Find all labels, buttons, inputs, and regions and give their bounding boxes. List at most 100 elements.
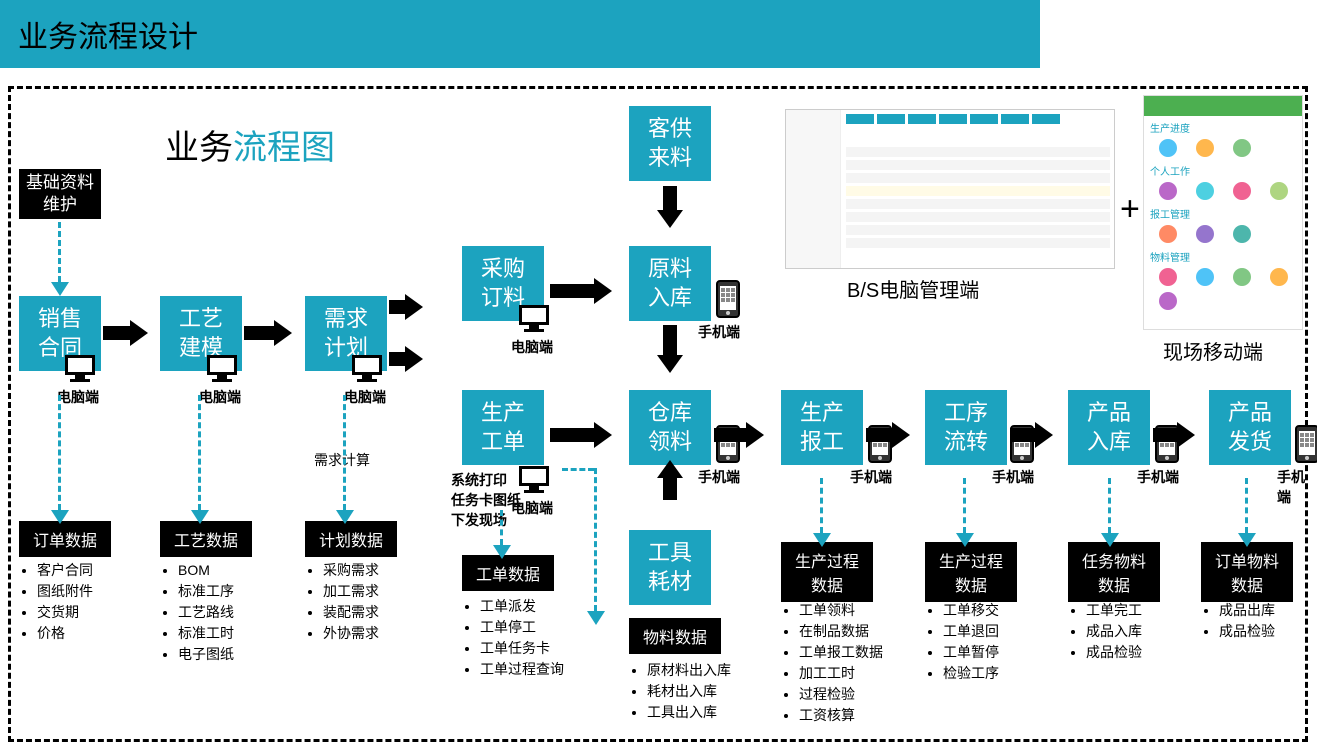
bullet-item: 工单移交 bbox=[943, 600, 999, 621]
node-workorder: 生产 工单 bbox=[462, 390, 544, 465]
node-prodin: 产品 入库 bbox=[1068, 390, 1150, 465]
bullets-prodin: 工单完工成品入库成品检验 bbox=[1068, 600, 1142, 663]
data-box-report: 生产过程 数据 bbox=[781, 542, 873, 602]
arrow-right bbox=[389, 352, 405, 366]
node-basic: 基础资料 维护 bbox=[19, 169, 101, 219]
dashed-arrow-head-icon bbox=[336, 510, 354, 524]
arrow-head-icon bbox=[1177, 422, 1195, 448]
arrow-head-icon bbox=[657, 355, 683, 373]
device-label-purchase: 电脑端 bbox=[511, 337, 553, 357]
bullets-report: 工单领料在制品数据工单报工数据加工工时过程检验工资核算 bbox=[781, 600, 883, 726]
bullet-item: 工单领料 bbox=[799, 600, 883, 621]
page-header: 业务流程设计 bbox=[0, 0, 1040, 68]
bullet-item: 工单退回 bbox=[943, 621, 999, 642]
computer-icon bbox=[350, 355, 384, 385]
dashed-arrow-head-icon bbox=[191, 510, 209, 524]
bullet-item: 图纸附件 bbox=[37, 581, 93, 602]
device-label-ship: 手机端 bbox=[1277, 467, 1317, 507]
bullet-item: 在制品数据 bbox=[799, 621, 883, 642]
bullet-item: 耗材出入库 bbox=[647, 681, 731, 702]
arrow-head-icon bbox=[405, 294, 423, 320]
computer-icon bbox=[517, 305, 551, 335]
bullet-item: 工具出入库 bbox=[647, 702, 731, 723]
bullet-item: 成品入库 bbox=[1086, 621, 1142, 642]
arrow-head-icon bbox=[657, 460, 683, 478]
arrow-head-icon bbox=[274, 320, 292, 346]
mobile-screenshot: 生产进度 个人工作 报工管理 物料管理 bbox=[1143, 95, 1303, 330]
node-procflow: 工序 流转 bbox=[925, 390, 1007, 465]
title-part1: 业务 bbox=[165, 129, 233, 167]
dashed-arrow-head-icon bbox=[587, 611, 605, 625]
arrow-right bbox=[1153, 428, 1177, 442]
dashed-arrow bbox=[1245, 478, 1248, 533]
chart-title: 业务流程图 bbox=[165, 120, 335, 169]
dashed-arrow bbox=[820, 478, 823, 533]
bullet-item: 工资核算 bbox=[799, 705, 883, 726]
arrow-right bbox=[714, 428, 746, 442]
dashed-arrow-head-icon bbox=[956, 533, 974, 547]
arrow-right bbox=[1010, 428, 1035, 442]
bullet-item: 工艺路线 bbox=[178, 602, 234, 623]
bullet-item: 价格 bbox=[37, 623, 93, 644]
dashed-arrow-head-icon bbox=[51, 510, 69, 524]
bullet-item: BOM bbox=[178, 560, 234, 581]
dashed-arrow-head-icon bbox=[1238, 533, 1256, 547]
title-part2: 流程图 bbox=[233, 129, 335, 167]
bullet-item: 交货期 bbox=[37, 602, 93, 623]
desktop-screenshot bbox=[785, 109, 1115, 269]
device-label-sales: 电脑端 bbox=[57, 387, 99, 407]
mobile-caption: 现场移动端 bbox=[1163, 336, 1263, 365]
arrow-vertical bbox=[663, 325, 677, 355]
arrow-head-icon bbox=[746, 422, 764, 448]
phone-icon bbox=[716, 280, 740, 318]
bullets-process: BOM标准工序工艺路线标准工时电子图纸 bbox=[160, 560, 234, 665]
note-workorder-print: 系统打印 任务卡图纸 下发现场 bbox=[451, 470, 521, 530]
data-box-demand: 计划数据 bbox=[305, 521, 397, 557]
device-label-procflow: 手机端 bbox=[992, 467, 1034, 487]
bullets-demand: 采购需求加工需求装配需求外协需求 bbox=[305, 560, 379, 644]
node-ship: 产品 发货 bbox=[1209, 390, 1291, 465]
dashed-arrow-head-icon bbox=[1101, 533, 1119, 547]
device-label-prodin: 手机端 bbox=[1137, 467, 1179, 487]
data-box-sales: 订单数据 bbox=[19, 521, 111, 557]
node-customer: 客供 来料 bbox=[629, 106, 711, 181]
bullet-item: 装配需求 bbox=[323, 602, 379, 623]
dashed-arrow-head-icon bbox=[51, 282, 69, 296]
bullet-item: 成品出库 bbox=[1219, 600, 1275, 621]
bullets-materials: 原材料出入库耗材出入库工具出入库 bbox=[629, 660, 731, 723]
dashed-arrow bbox=[343, 395, 346, 510]
dashed-connector bbox=[562, 468, 594, 471]
node-report: 生产 报工 bbox=[781, 390, 863, 465]
dashed-arrow bbox=[58, 395, 61, 510]
bullets-sales: 客户合同图纸附件交货期价格 bbox=[19, 560, 93, 644]
bullet-item: 标准工序 bbox=[178, 581, 234, 602]
computer-icon bbox=[517, 466, 551, 496]
dashed-arrow bbox=[58, 222, 61, 282]
data-box-ship: 订单物料 数据 bbox=[1201, 542, 1293, 602]
bullet-item: 成品检验 bbox=[1086, 642, 1142, 663]
data-box-prodin: 任务物料 数据 bbox=[1068, 542, 1160, 602]
bullets-ship: 成品出库成品检验 bbox=[1201, 600, 1275, 642]
data-box-workorder: 工单数据 bbox=[462, 555, 554, 591]
bullet-item: 外协需求 bbox=[323, 623, 379, 644]
bullet-item: 加工工时 bbox=[799, 663, 883, 684]
bullets-workorder: 工单派发工单停工工单任务卡工单过程查询 bbox=[462, 596, 564, 680]
bullet-item: 客户合同 bbox=[37, 560, 93, 581]
bullet-item: 检验工序 bbox=[943, 663, 999, 684]
device-label-report: 手机端 bbox=[850, 467, 892, 487]
bullet-item: 工单完工 bbox=[1086, 600, 1142, 621]
desktop-caption: B/S电脑管理端 bbox=[847, 274, 979, 303]
bullet-item: 成品检验 bbox=[1219, 621, 1275, 642]
bullet-item: 工单暂停 bbox=[943, 642, 999, 663]
bullet-item: 工单过程查询 bbox=[480, 659, 564, 680]
arrow-vertical bbox=[663, 186, 677, 210]
arrow-vertical bbox=[663, 478, 677, 500]
arrow-right bbox=[389, 300, 405, 314]
arrow-head-icon bbox=[657, 210, 683, 228]
node-warehouse: 仓库 领料 bbox=[629, 390, 711, 465]
arrow-head-icon bbox=[405, 346, 423, 372]
dashed-arrow bbox=[963, 478, 966, 533]
dashed-arrow bbox=[1108, 478, 1111, 533]
arrow-right bbox=[550, 284, 594, 298]
computer-icon bbox=[63, 355, 97, 385]
